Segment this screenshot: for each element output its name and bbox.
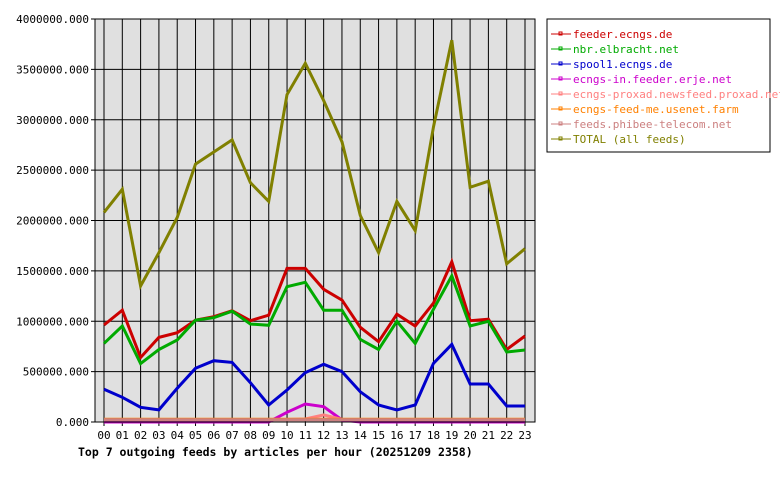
x-tick-label: 01 (116, 429, 129, 442)
x-tick-label: 20 (463, 429, 476, 442)
legend-entry: TOTAL (all feeds) (573, 133, 686, 146)
x-tick-label: 09 (262, 429, 275, 442)
x-tick-label: 18 (427, 429, 440, 442)
x-tick-label: 15 (372, 429, 385, 442)
x-tick-label: 14 (354, 429, 368, 442)
y-tick-label: 1500000.000 (16, 265, 89, 278)
legend-marker (558, 91, 563, 96)
series-line (102, 272, 526, 366)
x-tick-label: 02 (134, 429, 147, 442)
x-tick-label: 05 (189, 429, 202, 442)
legend-marker (558, 31, 563, 36)
plot-border (94, 18, 536, 423)
x-tick-label: 08 (244, 429, 257, 442)
y-tick-label: 500000.000 (23, 366, 89, 379)
legend-entry: ecngs-feed-me.usenet.farm (573, 103, 739, 116)
x-tick-label: 00 (97, 429, 110, 442)
x-tick-label: 12 (317, 429, 330, 442)
y-tick-label: 0.000 (56, 416, 89, 429)
y-tick-label: 3000000.000 (16, 114, 89, 127)
x-tick-label: 21 (482, 429, 495, 442)
legend-entry: ecngs-proxad.newsfeed.proxad.net (573, 88, 780, 101)
x-tick-label: 16 (390, 429, 403, 442)
y-tick-label: 4000000.000 (16, 13, 89, 26)
series-line (103, 341, 525, 412)
legend-marker (558, 76, 563, 81)
legend-marker (558, 106, 563, 111)
y-axis: 0.000 500000.000 1000000.000 1500000.000 200… (16, 13, 89, 429)
legend-entry: spool1.ecngs.de (573, 58, 672, 71)
legend-marker (558, 46, 563, 51)
series-line (102, 39, 526, 291)
legend-entry: feeder.ecngs.de (573, 28, 672, 41)
x-tick-label: 23 (518, 429, 531, 442)
x-tick-label: 13 (335, 429, 348, 442)
x-tick-label: 11 (299, 429, 312, 442)
y-tick-label: 2000000.000 (16, 215, 89, 228)
chart-title: Top 7 outgoing feeds by articles per hou… (78, 445, 473, 459)
x-tick-label: 04 (171, 429, 185, 442)
legend-box (546, 18, 771, 153)
legend-entry: ecngs-in.feeder.erje.net (573, 73, 732, 86)
x-tick-label: 07 (226, 429, 239, 442)
legend: feeder.ecngs.de nbr.elbracht.net spool1.ec… (546, 18, 780, 153)
legend-entry: nbr.elbracht.net (573, 43, 679, 56)
y-tick-label: 2500000.000 (16, 164, 89, 177)
x-axis: 00 01 02 03 04 05 06 07 08 09 10 11 12 13 14 15 16 17 18 19… (97, 429, 531, 442)
x-tick-label: 10 (280, 429, 293, 442)
x-tick-label: 22 (500, 429, 513, 442)
x-tick-label: 06 (207, 429, 220, 442)
legend-marker (558, 136, 563, 141)
x-tick-label: 19 (445, 429, 458, 442)
legend-entry: feeds.phibee-telecom.net (573, 118, 732, 131)
y-tick-label: 3500000.000 (16, 63, 89, 76)
legend-marker (558, 121, 563, 126)
series-line (103, 257, 526, 361)
x-tick-label: 03 (152, 429, 165, 442)
y-tick-label: 1000000.000 (16, 315, 89, 328)
x-tick-label: 17 (409, 429, 422, 442)
legend-marker (558, 61, 563, 66)
